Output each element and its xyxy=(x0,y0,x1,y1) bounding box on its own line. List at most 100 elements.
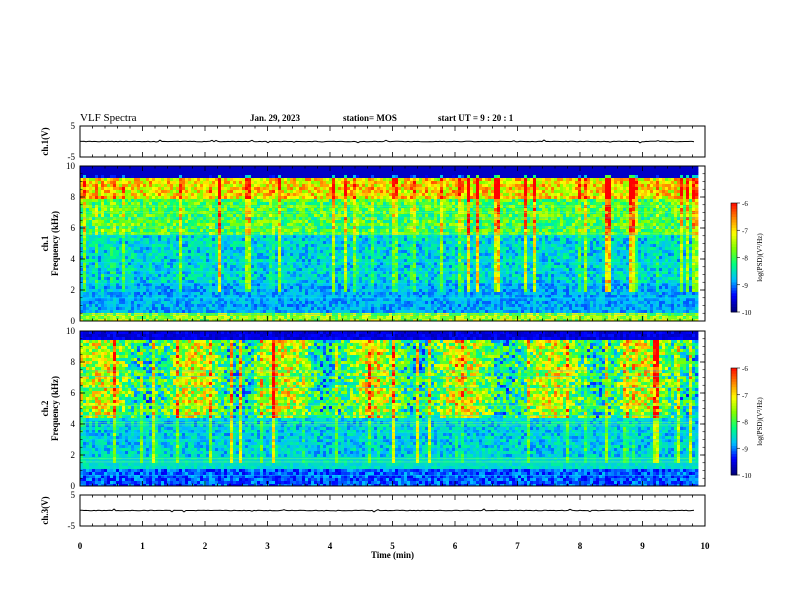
colorbar-tick-label: -8 xyxy=(742,419,748,427)
axes-layer xyxy=(79,125,740,527)
colorbar-cell xyxy=(731,203,737,207)
colorbar-tick-label: -9 xyxy=(742,445,748,453)
x-tick-label: 7 xyxy=(515,541,520,551)
colorbar-cell xyxy=(731,424,737,428)
colorbar-label: log(PSD)(V²/Hz) xyxy=(756,397,764,446)
colorbar-cell xyxy=(731,386,737,390)
colorbar-cell xyxy=(731,254,737,258)
colorbar-cell xyxy=(731,456,737,460)
colorbar-cell xyxy=(731,450,737,454)
y-tick-label: 2 xyxy=(71,450,76,460)
colorbar-cell xyxy=(731,208,737,212)
colorbar-cell xyxy=(731,243,737,247)
colorbar-cell xyxy=(731,295,737,299)
colorbar-cell xyxy=(731,373,737,377)
colorbar-cell xyxy=(731,458,737,463)
x-tick-label: 10 xyxy=(701,541,711,551)
colorbar-cell xyxy=(731,453,737,457)
colorbar-cell xyxy=(731,389,737,393)
colorbar-cell xyxy=(731,211,737,215)
y-tick-label: 4 xyxy=(71,254,76,264)
y-tick-label: -5 xyxy=(68,152,76,162)
y-tick-label: 6 xyxy=(71,388,76,398)
colorbar-cell xyxy=(731,298,737,302)
colorbar-cell xyxy=(731,416,737,420)
colorbar-cell xyxy=(731,437,737,441)
colorbar-cell xyxy=(731,408,737,412)
colorbar-cell xyxy=(731,400,737,404)
y-tick-label: 8 xyxy=(71,357,76,367)
header-station: station= MOS xyxy=(343,113,397,123)
colorbar-cell xyxy=(731,448,737,452)
colorbar-cell xyxy=(731,472,737,476)
colorbar-cell xyxy=(731,301,737,305)
header-date: Jan. 29, 2023 xyxy=(250,113,300,123)
colorbar-cell xyxy=(731,368,737,372)
colorbar-cell xyxy=(731,252,737,256)
colorbar-cell xyxy=(731,466,737,471)
colorbar-tick-label: -6 xyxy=(742,365,748,373)
colorbar-tick-label: -10 xyxy=(742,472,752,480)
colorbar-cell xyxy=(731,238,737,242)
colorbar-cell xyxy=(731,421,737,425)
colorbar-cell xyxy=(731,440,737,444)
y-tick-label: 2 xyxy=(71,285,76,295)
colorbar-cell xyxy=(731,394,737,398)
colorbar-cell xyxy=(731,469,737,473)
x-tick-label: 5 xyxy=(390,541,395,551)
header-start-ut: start UT = 9 : 20 : 1 xyxy=(438,113,513,123)
y-axis-label-frequency: Frequency (kHz) xyxy=(50,376,60,441)
waveform-trace-ch1_waveform xyxy=(79,139,695,144)
colorbar-cell xyxy=(731,287,737,291)
y-tick-label: 0 xyxy=(71,316,76,326)
colorbar-cell xyxy=(731,230,737,234)
spectrogram-layer xyxy=(80,166,699,487)
colorbar-cell xyxy=(731,392,737,396)
colorbar-cell xyxy=(731,384,737,388)
waveform-trace-ch3_waveform xyxy=(79,508,695,513)
colorbar-cell xyxy=(731,381,737,385)
colorbar-cell xyxy=(731,268,737,272)
x-tick-label: 8 xyxy=(578,541,583,551)
colorbar-cell xyxy=(731,271,737,275)
colorbar-tick-label: -9 xyxy=(742,282,748,290)
x-tick-label: 6 xyxy=(453,541,458,551)
header-title: VLF Spectra xyxy=(80,112,137,124)
colorbar-cell xyxy=(731,262,737,267)
colorbar-cell xyxy=(731,426,737,430)
colorbar-cell xyxy=(731,249,737,253)
colorbar-cell xyxy=(731,273,737,277)
colorbar-cell xyxy=(731,418,737,422)
colorbar-cell xyxy=(731,397,737,401)
x-tick-label: 3 xyxy=(265,541,270,551)
y-tick-label: 8 xyxy=(71,192,76,202)
colorbar-cell xyxy=(731,219,737,223)
y-axis-label-channel: ch.2 xyxy=(40,400,50,416)
colorbar-cell xyxy=(731,376,737,380)
x-tick-label: 1 xyxy=(140,541,145,551)
colorbar-tick-label: -10 xyxy=(742,309,752,317)
colorbar-tick-label: -7 xyxy=(742,227,748,235)
colorbar-cell xyxy=(731,303,737,307)
colorbar-cell xyxy=(731,370,737,374)
colorbar-cell xyxy=(731,232,737,237)
colorbar-cell xyxy=(731,227,737,231)
y-axis-label: ch.3(V) xyxy=(40,496,50,524)
colorbar-tick-label: -6 xyxy=(742,200,748,208)
colorbar-cell xyxy=(731,309,737,313)
colorbar-cell xyxy=(731,434,737,438)
colorbar-cell xyxy=(731,284,737,288)
colorbar-cell xyxy=(731,464,737,468)
colorbar-cell xyxy=(731,213,737,218)
colorbar-cell xyxy=(731,290,737,294)
y-axis-label: ch.1(V) xyxy=(40,127,50,155)
colorbar-cell xyxy=(731,405,737,409)
colorbar-cell xyxy=(731,402,737,406)
colorbar-cell xyxy=(731,445,737,449)
colorbar-tick-label: -8 xyxy=(742,255,748,263)
y-tick-label: 5 xyxy=(71,490,76,500)
colorbar-cell xyxy=(731,276,737,280)
x-axis-label: Time (min) xyxy=(371,550,414,560)
